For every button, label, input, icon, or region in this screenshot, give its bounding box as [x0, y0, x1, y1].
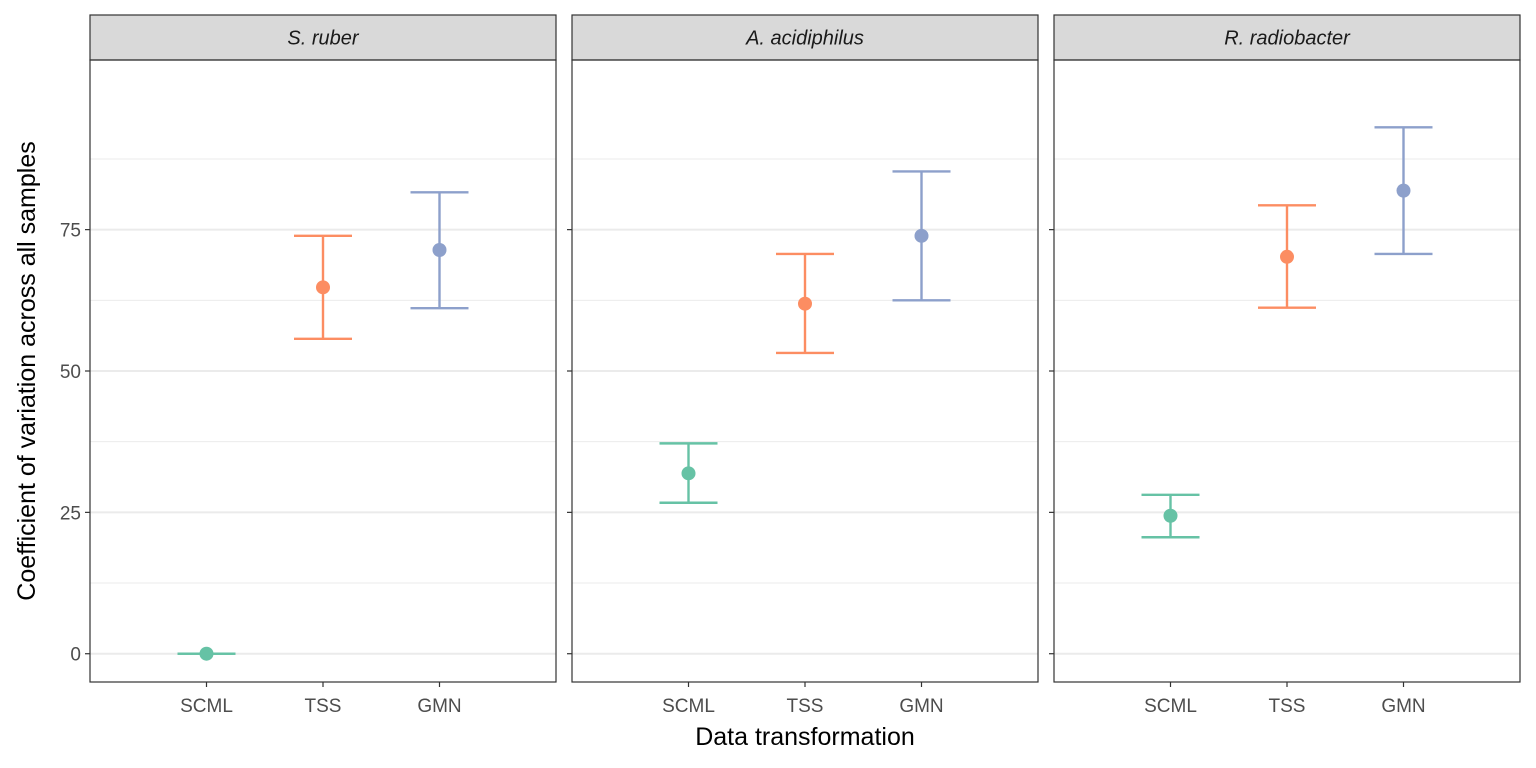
facet-strips: S. ruber A. acidiphilus R. radiobacter	[89, 14, 1521, 61]
errorbar-gmn	[410, 191, 469, 310]
data-point-tss	[798, 296, 812, 311]
x-tick-label: TSS	[787, 696, 824, 717]
data-point-scml	[199, 646, 214, 661]
y-tick-label: 50	[60, 362, 81, 383]
x-tick-label: GMN	[1381, 696, 1425, 717]
errorbar-tss	[776, 252, 834, 355]
data-point-gmn	[914, 228, 929, 243]
errorbar-scml	[659, 442, 718, 504]
errorbar-tss	[1258, 204, 1316, 309]
errorbar-scml	[1141, 493, 1200, 539]
facet-strip	[571, 14, 1039, 61]
x-tick-label: SCML	[1144, 696, 1197, 717]
y-axis-title: Coefficient of variation across all samp…	[13, 141, 41, 600]
data-layer	[177, 126, 1433, 661]
x-tick-label: SCML	[180, 696, 233, 717]
y-tick-label: 0	[70, 645, 81, 666]
data-point-tss	[316, 280, 330, 295]
facet-strip-label: R. radiobacter	[1224, 28, 1351, 50]
x-tick-label: GMN	[417, 696, 461, 717]
data-point-gmn	[1396, 183, 1411, 198]
x-tick-label: TSS	[1269, 696, 1306, 717]
axes: SCML TSS GMN SCML TSS GMN SCML TSS GMN 0 25 50 75	[60, 221, 1426, 717]
x-tick-label: TSS	[305, 696, 342, 717]
x-tick-label: GMN	[899, 696, 943, 717]
y-tick-label: 25	[60, 503, 81, 524]
errorbar-gmn	[892, 170, 951, 302]
data-point-gmn	[432, 242, 447, 257]
errorbar-gmn	[1374, 126, 1433, 256]
facet-strip-label: S. ruber	[287, 28, 359, 50]
data-point-scml	[1163, 508, 1178, 523]
x-axis-title: Data transformation	[695, 723, 915, 751]
facet-strip-label: A. acidiphilus	[745, 28, 864, 50]
x-tick-label: SCML	[662, 696, 715, 717]
facet-strip	[89, 14, 557, 61]
data-point-scml	[681, 466, 696, 481]
errorbar-scml	[177, 646, 236, 661]
y-tick-label: 75	[60, 221, 81, 242]
data-point-tss	[1280, 249, 1294, 264]
errorbar-tss	[294, 234, 352, 340]
grid-layer	[90, 60, 1520, 682]
